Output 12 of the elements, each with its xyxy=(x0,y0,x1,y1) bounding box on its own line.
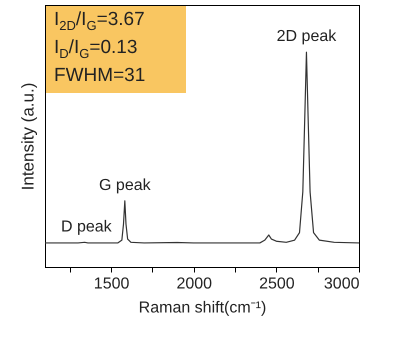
note-box: I$_{2D}$/I$_{G}$=3.67 I$_{D}$/I$_{G}$=0.13 FWHM=31 xyxy=(46,6,186,93)
y-axis-title: Intensity (a.u.) xyxy=(18,82,38,190)
x-tick-label: 3000 xyxy=(324,276,360,292)
annotation: 2D peak xyxy=(276,28,338,46)
x-tick-label: 2500 xyxy=(259,276,295,292)
annotation: I$_{D}$/I$_{G}$=0.13 xyxy=(54,36,138,63)
x-tick-label: 1500 xyxy=(94,276,130,292)
x-tick-label: 2000 xyxy=(176,276,212,292)
x-axis-title: Raman shift(cm⁻¹) xyxy=(138,300,266,316)
annotation: FWHM=31 xyxy=(54,64,146,87)
annotation: D peak xyxy=(60,218,113,236)
annotation: G peak xyxy=(99,176,152,194)
